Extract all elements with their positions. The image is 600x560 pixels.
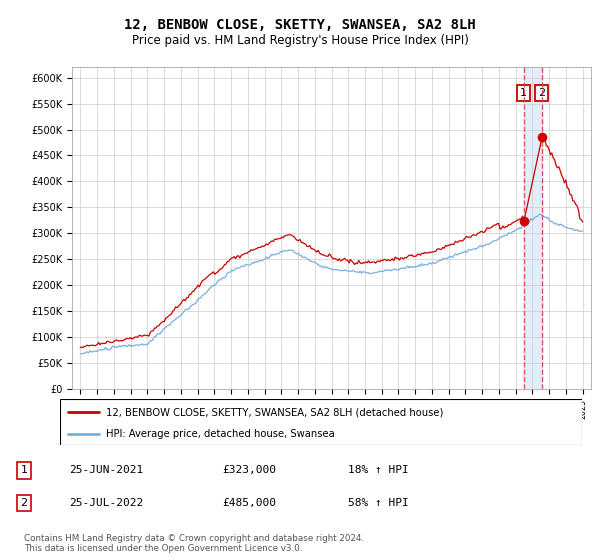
Text: £485,000: £485,000: [222, 498, 276, 508]
Text: 12, BENBOW CLOSE, SKETTY, SWANSEA, SA2 8LH: 12, BENBOW CLOSE, SKETTY, SWANSEA, SA2 8…: [124, 18, 476, 32]
Text: £323,000: £323,000: [222, 465, 276, 475]
Text: 12, BENBOW CLOSE, SKETTY, SWANSEA, SA2 8LH (detached house): 12, BENBOW CLOSE, SKETTY, SWANSEA, SA2 8…: [106, 407, 443, 417]
Text: Contains HM Land Registry data © Crown copyright and database right 2024.
This d: Contains HM Land Registry data © Crown c…: [24, 534, 364, 553]
Text: 2: 2: [20, 498, 28, 508]
Text: Price paid vs. HM Land Registry's House Price Index (HPI): Price paid vs. HM Land Registry's House …: [131, 34, 469, 47]
Text: 18% ↑ HPI: 18% ↑ HPI: [348, 465, 409, 475]
Text: 1: 1: [520, 88, 527, 98]
Text: 58% ↑ HPI: 58% ↑ HPI: [348, 498, 409, 508]
Text: 25-JUL-2022: 25-JUL-2022: [69, 498, 143, 508]
Text: 2: 2: [538, 88, 545, 98]
Text: 25-JUN-2021: 25-JUN-2021: [69, 465, 143, 475]
Bar: [524, 67, 542, 389]
Text: HPI: Average price, detached house, Swansea: HPI: Average price, detached house, Swan…: [106, 429, 335, 438]
Text: 1: 1: [20, 465, 28, 475]
